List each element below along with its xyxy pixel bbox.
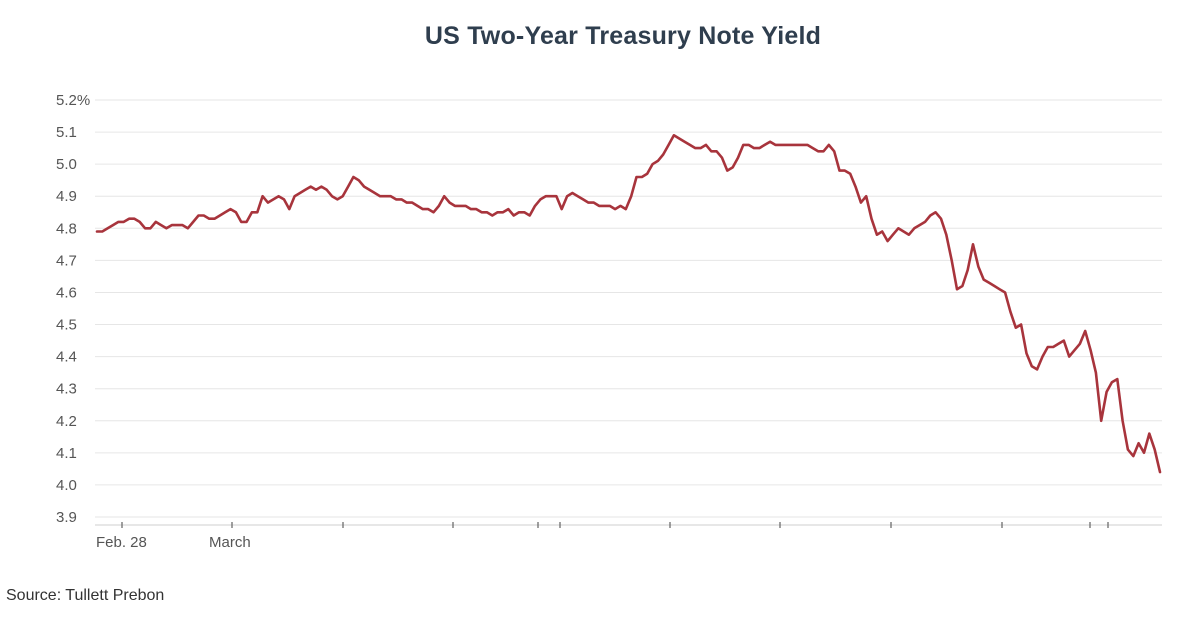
x-tick-label-feb-28: Feb. 28 <box>96 534 147 551</box>
y-tick-label: 3.9 <box>56 509 77 526</box>
y-tick-label: 4.6 <box>56 284 77 301</box>
y-axis-tick-labels: 5.2% 5.1 5.0 4.9 4.8 4.7 4.6 4.5 4.4 4.3 4.2 4.1 4.0… <box>56 92 90 526</box>
y-tick-label: 4.7 <box>56 252 77 269</box>
y-tick-label: 4.4 <box>56 349 77 366</box>
y-tick-label: 4.0 <box>56 477 77 494</box>
chart-title: US Two-Year Treasury Note Yield <box>424 22 822 50</box>
y-tick-label: 4.5 <box>56 317 77 334</box>
grid-lines <box>95 99 1162 518</box>
x-tick-label-march: March <box>209 534 251 551</box>
y-tick-label: 4.8 <box>56 220 77 237</box>
x-axis-ticks <box>121 522 1109 528</box>
y-tick-label: 5.2% <box>56 92 90 109</box>
y-tick-label: 4.3 <box>56 381 77 398</box>
y-tick-label: 5.0 <box>56 156 77 173</box>
y-tick-label: 4.9 <box>56 188 77 205</box>
y-tick-label: 4.2 <box>56 413 77 430</box>
source-note: Source: Tullett Prebon <box>6 587 165 604</box>
y-tick-label: 4.1 <box>56 445 77 462</box>
yield-series-line <box>95 134 1162 474</box>
y-tick-label: 5.1 <box>56 124 77 141</box>
